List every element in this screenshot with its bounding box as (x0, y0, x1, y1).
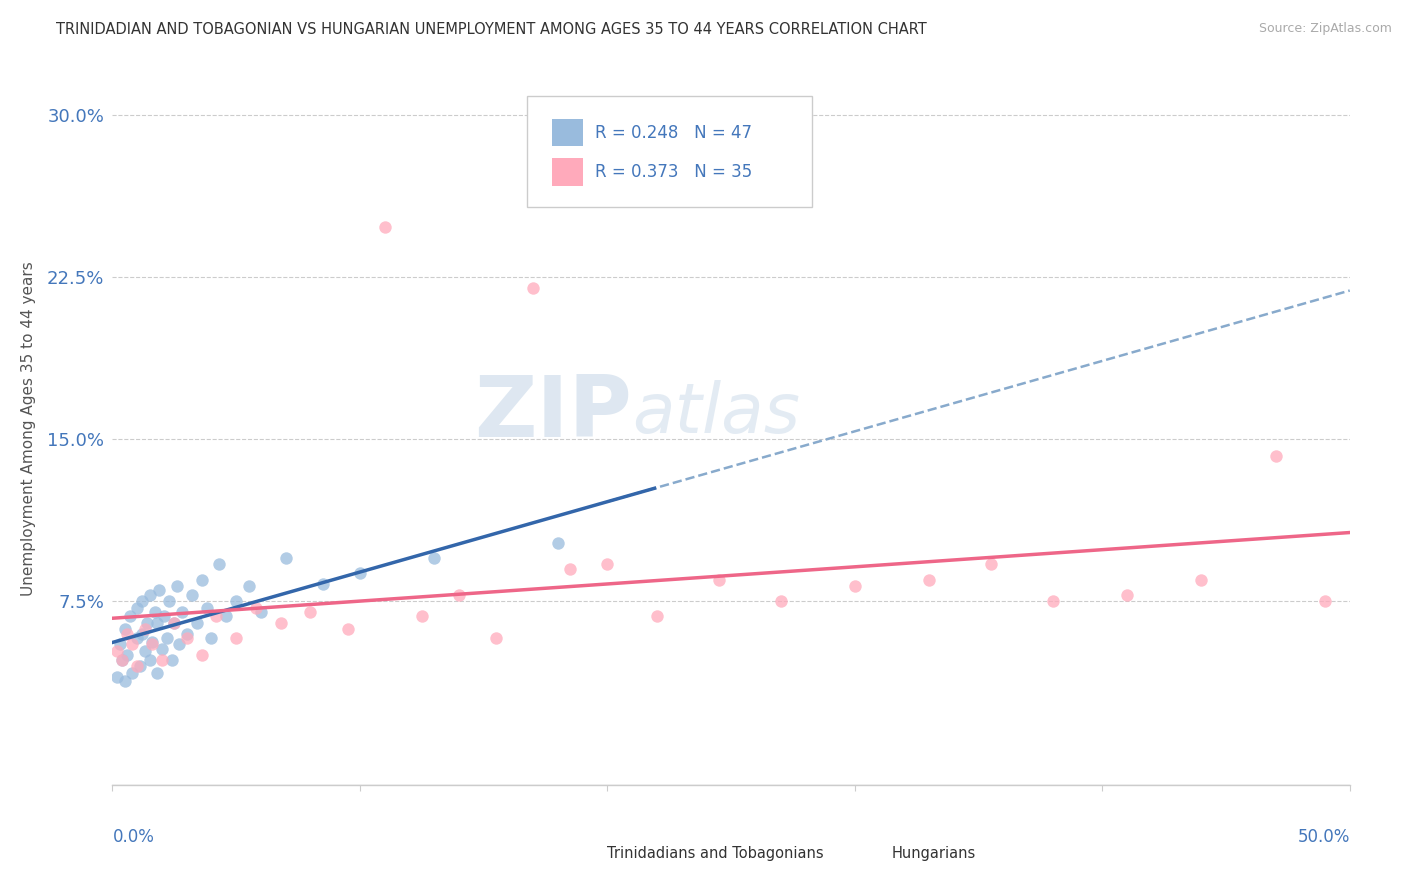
Point (118, 609, 141, 624)
Point (160, 652, 183, 666)
Point (645, 609, 668, 624)
Point (195, 600, 218, 615)
Point (980, 558, 1002, 572)
Point (1042, 594, 1064, 608)
Point (127, 659, 149, 673)
Point (141, 635, 163, 649)
Point (205, 609, 228, 624)
Point (111, 652, 134, 666)
Text: Trinidadians and Tobagonians: Trinidadians and Tobagonians (607, 846, 824, 861)
Point (176, 631, 198, 645)
Point (423, 550, 446, 565)
Point (143, 605, 166, 619)
Point (153, 609, 176, 624)
Point (107, 644, 129, 658)
Point (707, 573, 730, 587)
Point (148, 583, 170, 598)
Point (108, 637, 131, 651)
FancyBboxPatch shape (551, 120, 582, 146)
Point (169, 637, 191, 651)
Point (274, 550, 297, 565)
Point (238, 579, 260, 593)
Text: R = 0.248   N = 47: R = 0.248 N = 47 (595, 124, 752, 142)
Point (136, 615, 159, 630)
Point (200, 631, 222, 645)
FancyBboxPatch shape (567, 826, 593, 847)
Point (114, 622, 136, 636)
Y-axis label: Unemployment Among Ages 35 to 44 years: Unemployment Among Ages 35 to 44 years (21, 260, 35, 596)
Point (146, 665, 169, 680)
Point (138, 652, 160, 666)
Point (225, 631, 247, 645)
Point (560, 562, 582, 576)
Point (150, 652, 173, 666)
Point (299, 605, 322, 619)
Point (547, 535, 569, 549)
Point (128, 659, 150, 673)
Point (127, 600, 149, 615)
Text: 50.0%: 50.0% (1298, 828, 1350, 846)
Point (215, 609, 238, 624)
Point (312, 577, 335, 591)
Point (336, 622, 359, 636)
Point (138, 588, 160, 602)
Text: Source: ZipAtlas.com: Source: ZipAtlas.com (1258, 22, 1392, 36)
Point (156, 631, 179, 645)
Point (411, 609, 433, 624)
Point (1313, 594, 1336, 608)
FancyBboxPatch shape (868, 826, 894, 847)
Text: ZIP: ZIP (474, 372, 633, 456)
Point (121, 637, 143, 651)
Point (1116, 588, 1139, 602)
Point (374, 220, 396, 235)
Point (1264, 450, 1286, 464)
Point (107, 670, 129, 684)
Point (117, 626, 139, 640)
FancyBboxPatch shape (527, 96, 811, 207)
Point (166, 579, 188, 593)
Text: 0.0%: 0.0% (112, 828, 155, 846)
Point (186, 615, 208, 630)
Point (157, 594, 180, 608)
Point (163, 615, 186, 630)
Point (127, 631, 149, 645)
Point (114, 674, 136, 689)
Text: Hungarians: Hungarians (891, 846, 976, 861)
Point (918, 573, 941, 587)
Point (111, 652, 134, 666)
Point (270, 615, 292, 630)
Point (190, 573, 212, 587)
Point (131, 594, 153, 608)
Point (190, 648, 212, 663)
Point (180, 588, 202, 602)
Point (170, 605, 193, 619)
Point (131, 626, 153, 640)
Text: atlas: atlas (633, 380, 800, 448)
FancyBboxPatch shape (551, 159, 582, 186)
Point (146, 615, 169, 630)
Point (176, 626, 198, 640)
Point (769, 594, 792, 608)
Point (596, 558, 619, 572)
Point (117, 648, 139, 663)
Point (150, 641, 173, 656)
Point (245, 600, 267, 615)
Point (349, 566, 371, 580)
Point (163, 615, 186, 630)
Point (447, 588, 470, 602)
Point (250, 605, 273, 619)
Point (522, 280, 544, 294)
Point (1189, 573, 1212, 587)
Text: TRINIDADIAN AND TOBAGONIAN VS HUNGARIAN UNEMPLOYMENT AMONG AGES 35 TO 44 YEARS C: TRINIDADIAN AND TOBAGONIAN VS HUNGARIAN … (56, 22, 927, 37)
Point (225, 594, 247, 608)
Text: R = 0.373   N = 35: R = 0.373 N = 35 (595, 163, 752, 181)
Point (141, 637, 163, 651)
Point (134, 622, 156, 636)
Point (208, 558, 231, 572)
Point (134, 644, 156, 658)
Point (844, 579, 866, 593)
Point (485, 631, 508, 645)
Point (121, 665, 143, 680)
